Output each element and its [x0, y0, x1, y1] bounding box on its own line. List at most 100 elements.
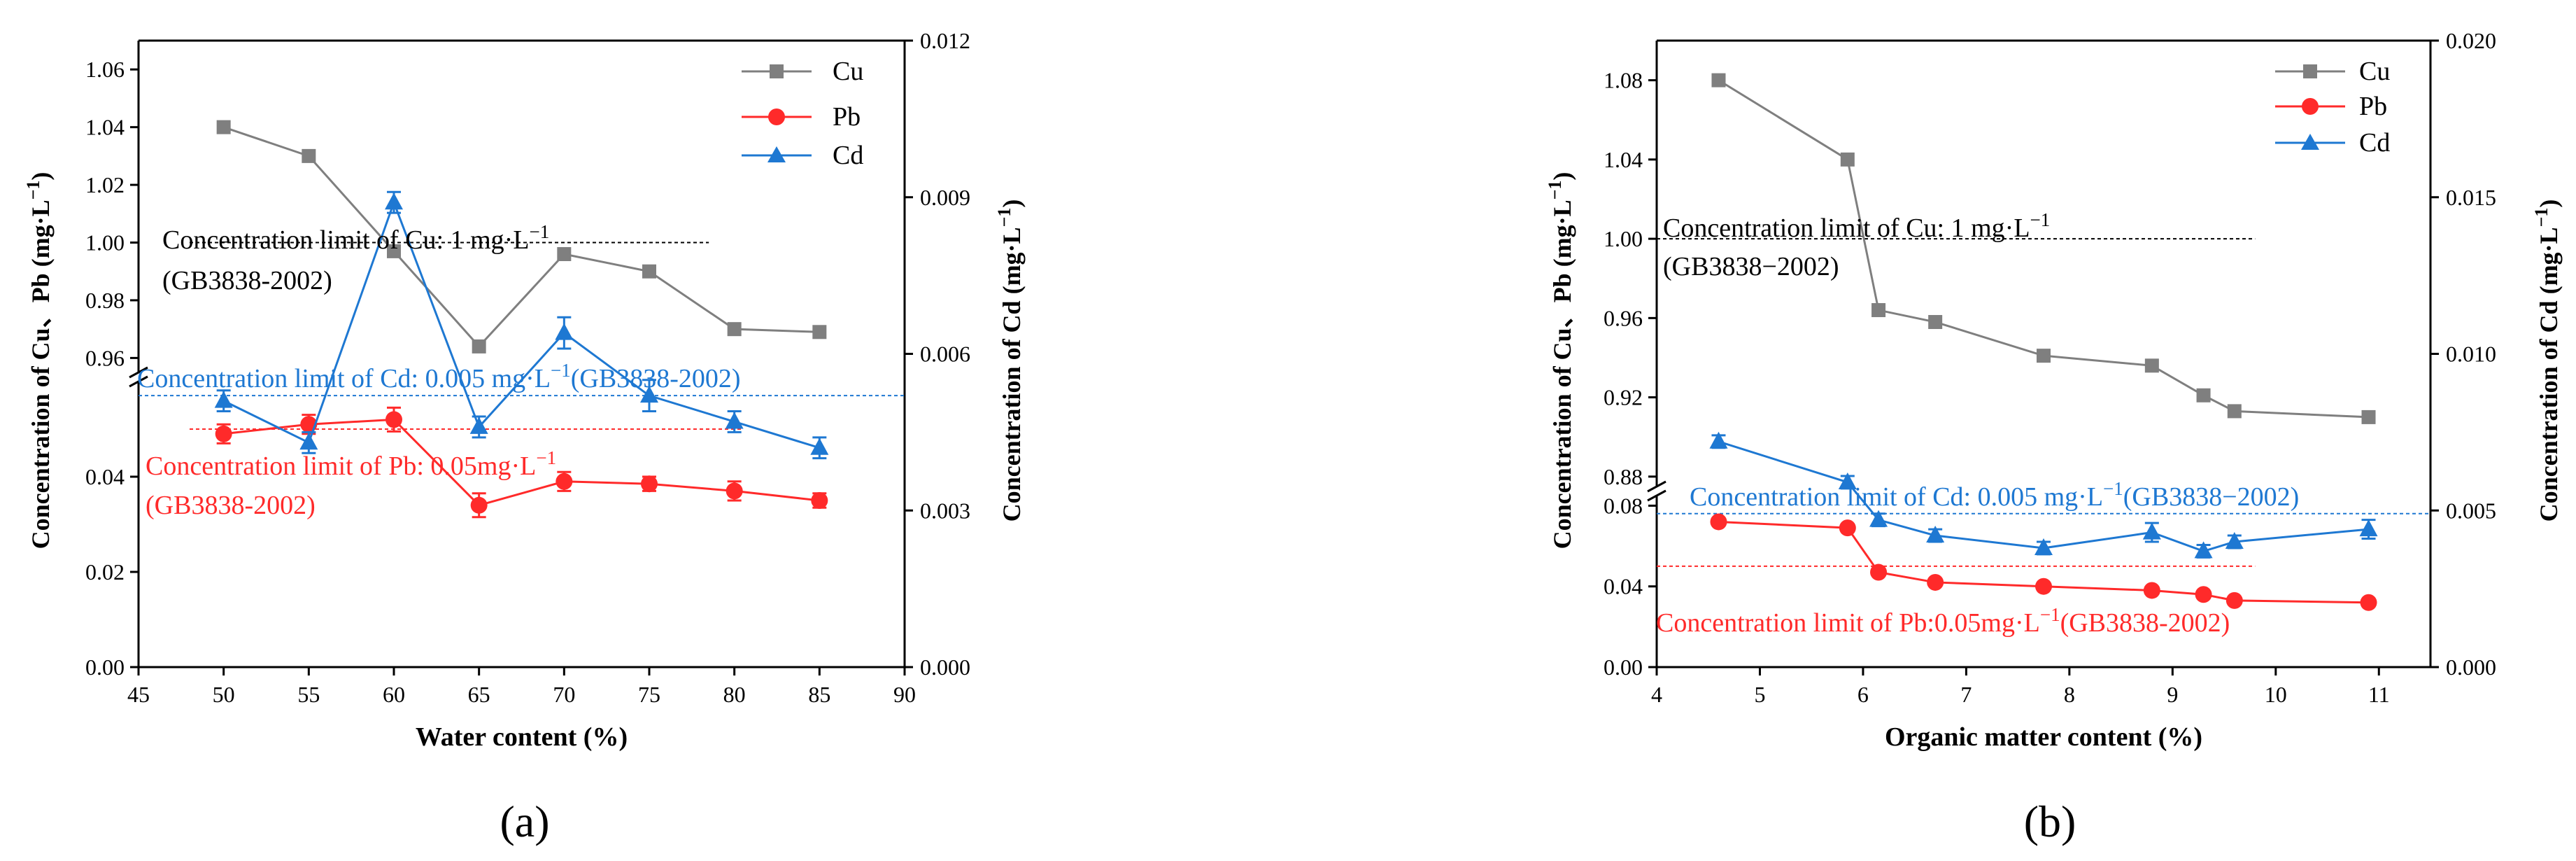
panel-a-y-left-tick-label: 0.04 — [85, 464, 125, 489]
panel-a-x-tick-label: 75 — [638, 682, 660, 707]
panel-b-cu-limit-label: Concentration limit of Cu: 1 mg·L−1 — [1663, 209, 2050, 243]
panel-b-cd-point — [2225, 532, 2244, 549]
panel-b-axis-break-mark — [1647, 480, 1666, 493]
panel-a-x-tick-label: 85 — [808, 682, 830, 707]
panel-a-pb-point — [726, 482, 743, 500]
panel-a-pb-point — [641, 475, 658, 493]
panel-b-pb-point — [1927, 573, 1944, 591]
panel-a-legend-pb-label: Pb — [833, 102, 861, 132]
panel-a-cu-point — [557, 247, 572, 262]
panel-a-x-tick-label: 65 — [468, 682, 490, 707]
panel-b-legend-pb-marker — [2302, 98, 2319, 115]
panel-b-cd-point — [2142, 522, 2161, 540]
panel-b-pb-point — [1870, 564, 1888, 581]
panel-a-y-right-tick-label: 0.003 — [920, 498, 970, 523]
panel-a-cu-series-line — [223, 126, 820, 349]
panel-b-legend-cu-marker — [2303, 64, 2317, 78]
panel-b-cu-point — [2144, 358, 2159, 373]
panel-a-legend-pb-marker — [768, 108, 785, 125]
panel-b-x-tick-label: 7 — [1960, 682, 1972, 707]
panel-a-cd-point — [469, 416, 488, 434]
panel-a-cu-point — [812, 325, 827, 340]
panel-a-legend: Cu Pb Cd — [742, 57, 863, 170]
panel-b-x-tick-label: 11 — [2368, 682, 2390, 707]
panel-a-y-right-tick-label: 0.012 — [920, 28, 970, 53]
panel-a-cd-point — [214, 391, 233, 408]
panel-a-cu-point — [216, 120, 231, 134]
panel-a-y-left-tick-label: 0.00 — [85, 654, 125, 680]
panel-a-cu-point — [642, 264, 656, 279]
panel-b-y-left-tick-label: 0.92 — [1604, 385, 1643, 410]
panel-a-y-right-tick-label: 0.009 — [920, 185, 970, 210]
panel-b-legend-cu-label: Cu — [2359, 57, 2390, 86]
panel-b-x-tick-label: 4 — [1651, 682, 1662, 707]
panel-b-y-right-tick-label: 0.015 — [2446, 185, 2496, 210]
panel-a-y-left-tick-label: 1.02 — [85, 172, 125, 197]
panel-a-x-tick-label: 50 — [213, 682, 235, 707]
panel-b-pb-point — [1839, 519, 1856, 537]
panel-a-cu-limit-label: Concentration limit of Cu: 1 mg·L−1 — [162, 221, 549, 255]
panel-b-cd-limit-label: Concentration limit of Cd: 0.005 mg·L−1(… — [1690, 478, 2299, 512]
panel-a-axis-break-mark — [129, 366, 148, 379]
panel-b-x-axis-title: Organic matter content (%) — [1885, 722, 2202, 752]
panel-a-legend-cd-label: Cd — [833, 141, 863, 170]
panel-b-label: (b) — [2024, 797, 2076, 846]
panel-a-x-tick-label: 80 — [723, 682, 746, 707]
panel-b-cd-point — [2194, 541, 2213, 559]
panel-a-ylabel-right: Concentration of Cd (mg·L−1) — [994, 200, 1026, 522]
panel-b-legend-cd-label: Cd — [2359, 128, 2390, 158]
panel-b-pb-point — [2225, 592, 2243, 609]
panel-b-y-left-tick-label: 0.96 — [1604, 305, 1643, 330]
panel-b-cd-point — [2034, 538, 2053, 555]
panel-b-y-left-tick-label: 0.88 — [1604, 464, 1643, 489]
panel-b-cd-point — [1869, 510, 1888, 527]
panel-b-cu-point — [2227, 404, 2242, 419]
panel-a-cu-point — [302, 148, 316, 163]
panel-a-x-tick-label: 90 — [893, 682, 916, 707]
panel-a-ylabel-left: Concentration of Cu、Pb (mg·L−1) — [23, 172, 55, 550]
panel-a-cu-point — [727, 322, 742, 337]
panel-b-cu-point — [1871, 303, 1886, 318]
panel-a-cd-series-line — [223, 199, 820, 449]
panel-b-cd-point — [1838, 472, 1857, 489]
panel-b-cu-limit-source: (GB3838−2002) — [1663, 252, 1839, 281]
panel-a-cd-limit-label: Concentration limit of Cd: 0.005 mg·L−1(… — [137, 360, 741, 393]
panel-a-y-left-tick-label: 0.96 — [85, 345, 125, 370]
panel-b-pb-point — [2143, 582, 2160, 599]
panel-a-pb-point — [385, 411, 402, 428]
panel-b-cu-point — [1928, 315, 1943, 330]
panel-b-pb-point — [2035, 578, 2052, 595]
panel-b-legend-pb-label: Pb — [2359, 92, 2387, 121]
panel-a-pb-point — [811, 492, 828, 509]
panel-a-cd-point — [299, 433, 318, 450]
panel-b-cu-point — [2361, 410, 2376, 424]
panel-a-x-tick-label: 60 — [383, 682, 405, 707]
panel-a-x-axis-title: Water content (%) — [416, 722, 628, 752]
panel-a-pb-limit-label: Concentration limit of Pb: 0.05mg·L−1 — [146, 447, 556, 481]
panel-a-legend-cu-marker — [770, 64, 784, 78]
panel-a-cd-point — [385, 192, 403, 210]
panel-a-y-left-tick-label: 0.02 — [85, 559, 125, 584]
panel-a-legend-cd-marker — [767, 146, 786, 162]
panel-b-limit-lines — [1657, 238, 2430, 567]
panel-b-y-right-tick-label: 0.000 — [2446, 654, 2496, 680]
panel-a-y-left-tick-label: 1.00 — [85, 230, 125, 255]
panel-a-limit-lines — [139, 241, 905, 430]
panel-b-y-left-tick-label: 1.04 — [1604, 147, 1643, 172]
panel-b-cu-point — [1711, 73, 1726, 88]
panel-b-y-left-tick-label: 1.08 — [1604, 68, 1643, 93]
panel-a-y-right-tick-label: 0.006 — [920, 342, 970, 367]
panel-a-cu-limit-source: (GB3838-2002) — [162, 266, 332, 295]
panel-a-cd-point — [810, 438, 829, 455]
panel-a-axis-break-mark — [129, 375, 148, 388]
panel-b-x-tick-label: 9 — [2167, 682, 2178, 707]
panel-a-pb-point — [215, 425, 232, 442]
panel-a-axes: 45 50 55 60 65 70 75 80 85 90 Water content (%) 0.0… — [85, 28, 970, 752]
panel-b-series — [1709, 73, 2378, 611]
panel-a-cd-point — [555, 323, 574, 340]
panel-b-cu-point — [2037, 349, 2051, 363]
panel-b-legend-cd-marker — [2301, 134, 2319, 150]
panel-b-y-left-tick-label: 0.04 — [1604, 574, 1643, 599]
